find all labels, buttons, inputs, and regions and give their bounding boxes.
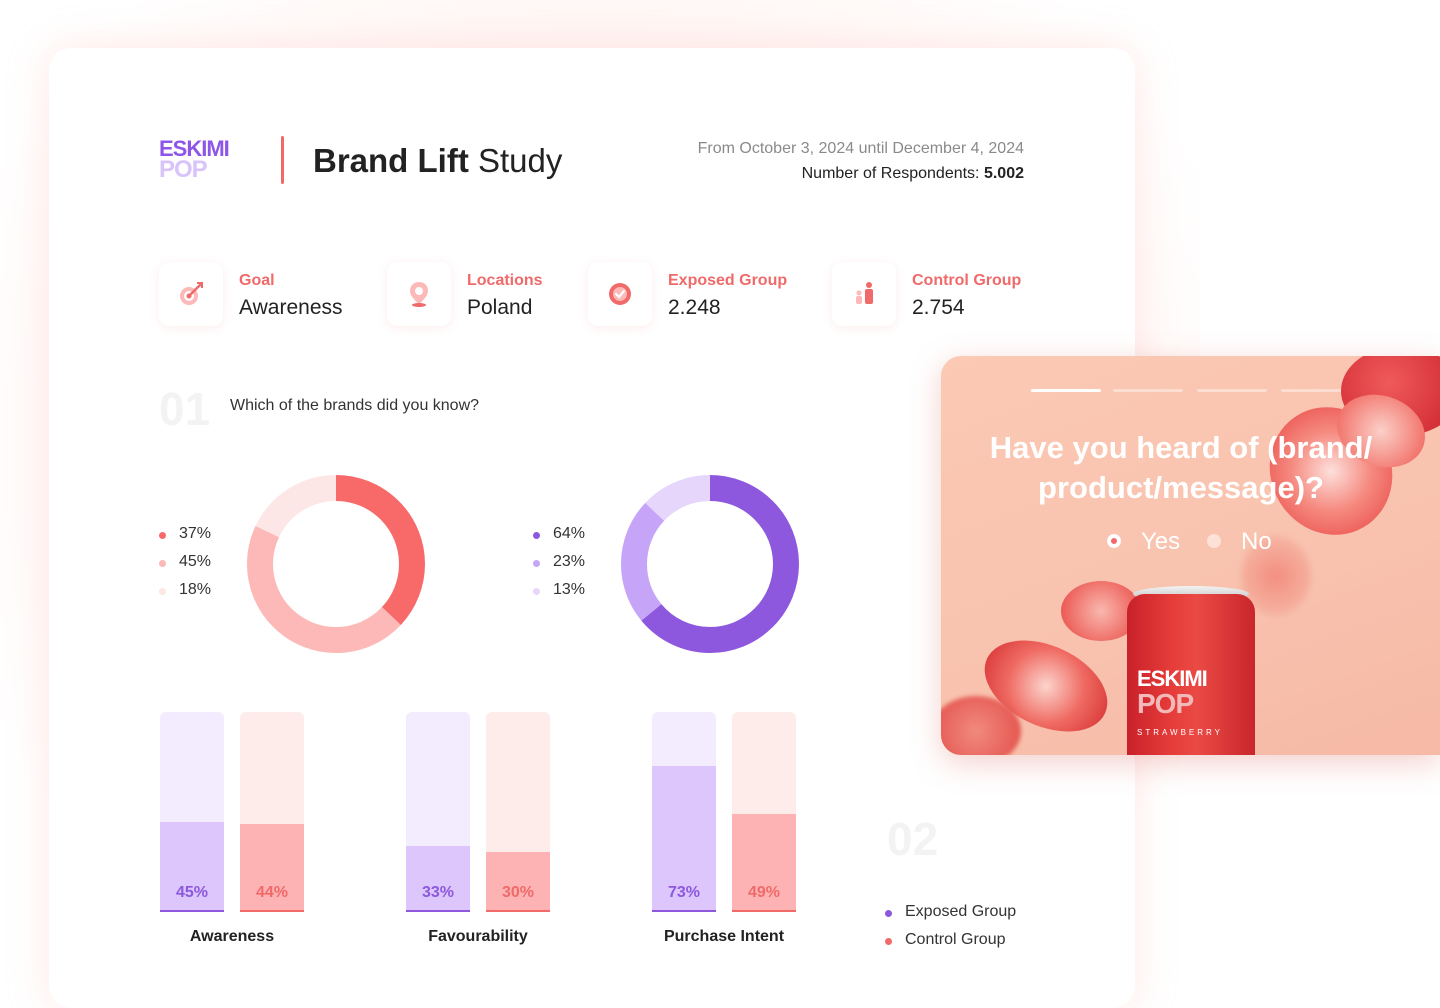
respondents-label: Number of Respondents:: [801, 165, 984, 182]
donut-slice: [247, 475, 425, 653]
donut-slice: [621, 475, 799, 653]
bar-baseline: [240, 910, 304, 912]
soda-can-image: [1127, 594, 1255, 755]
exposed-badge-icon: [588, 262, 652, 326]
can-logo-bottom: POP: [1137, 688, 1194, 719]
legend-text: 64%: [553, 525, 586, 542]
bar-control: 30%: [486, 712, 550, 912]
question-number: 02: [887, 813, 939, 865]
category-label: Awareness: [189, 928, 275, 945]
category-label: Purchase Intent: [663, 928, 785, 945]
legend-text: 18%: [179, 581, 212, 598]
survey-question: Have you heard of (brand/ product/messag…: [989, 430, 1373, 505]
option-label[interactable]: No: [1241, 528, 1272, 555]
option-label[interactable]: Yes: [1141, 528, 1181, 555]
respondents-value: 5.002: [983, 165, 1024, 182]
can-logo-top: ESKIMI: [1137, 666, 1208, 691]
bar-value-label: 45%: [175, 884, 209, 901]
header-divider: [281, 136, 284, 184]
legend-text: Control Group: [905, 931, 1006, 948]
title-regular: Study: [468, 142, 563, 179]
legend-dot: [159, 588, 166, 595]
donut-chart-exposed: [621, 475, 799, 653]
survey-ad-preview: Have you heard of (brand/ product/messag…: [941, 356, 1440, 755]
logo-top-text: ESKIMI: [159, 136, 230, 161]
stat-value: Poland: [467, 296, 533, 319]
legend-dot: [159, 560, 166, 567]
legend-dot: [159, 532, 166, 539]
progress-segment: [1113, 389, 1183, 392]
respondents-count: Number of Respondents: 5.002: [802, 165, 1024, 183]
bar-fill: [486, 852, 550, 912]
bar-exposed: 33%: [406, 712, 470, 912]
bar-exposed: 45%: [160, 712, 224, 912]
bar-exposed: 73%: [652, 712, 716, 912]
date-range: From October 3, 2024 until December 4, 2…: [697, 140, 1024, 157]
title-bold: Brand Lift: [313, 142, 469, 179]
eskimi-pop-logo: ESKIMI POP: [159, 138, 243, 184]
can-flavor-text: STRAWBERRY: [1137, 728, 1224, 737]
donut-chart-control: [247, 475, 425, 653]
stat-label: Exposed Group: [668, 272, 788, 289]
strawberry-blur-image: [941, 696, 1021, 755]
category-label: Favourability: [428, 928, 528, 945]
bar-value-label: 73%: [667, 884, 701, 901]
legend-dot: [885, 910, 892, 917]
bar-baseline: [652, 910, 716, 912]
legend-text: 37%: [179, 525, 212, 542]
bar-control: 44%: [240, 712, 304, 912]
stat-label: Goal: [239, 272, 275, 289]
bar-fill: [160, 822, 224, 912]
bar-baseline: [486, 910, 550, 912]
bar-fill: [732, 814, 796, 912]
bar-value-label: 49%: [747, 884, 781, 901]
legend-text: 13%: [553, 581, 586, 598]
target-arrow-icon: [159, 262, 223, 326]
stat-value: Awareness: [239, 296, 343, 319]
legend-dot: [533, 560, 540, 567]
bar-baseline: [406, 910, 470, 912]
progress-segment-active: [1031, 389, 1101, 392]
bar-control: 49%: [732, 712, 796, 912]
legend-text: 23%: [553, 553, 586, 570]
bar-fill: [240, 824, 304, 912]
radio-selected-icon[interactable]: [1107, 534, 1121, 548]
question-text: Which of the brands did you know?: [230, 397, 480, 414]
donut-slice: [621, 475, 799, 653]
bar-value-label: 44%: [255, 884, 289, 901]
stat-value: 2.248: [668, 296, 721, 319]
people-icon: [832, 262, 896, 326]
bar-fill: [652, 766, 716, 912]
bar-baseline: [732, 910, 796, 912]
legend-dot: [533, 532, 540, 539]
bar-value-label: 30%: [501, 884, 535, 901]
question-number: 01: [159, 383, 211, 435]
location-pin-icon: [387, 262, 451, 326]
bar-value-label: 33%: [421, 884, 455, 901]
bar-fill: [406, 846, 470, 912]
stat-label: Control Group: [912, 272, 1022, 289]
progress-segment: [1281, 389, 1351, 392]
bar-baseline: [160, 910, 224, 912]
donut-slice: [247, 475, 425, 653]
legend-text: Exposed Group: [905, 903, 1017, 920]
stat-label: Locations: [467, 272, 543, 289]
radio-unselected-icon[interactable]: [1207, 534, 1221, 548]
stat-value: 2.754: [912, 296, 965, 319]
legend-dot: [533, 588, 540, 595]
progress-segment: [1197, 389, 1267, 392]
legend-dot: [885, 938, 892, 945]
page-title: Brand Lift Study: [313, 142, 562, 180]
legend-text: 45%: [179, 553, 212, 570]
logo-bottom-text: POP: [159, 156, 208, 183]
